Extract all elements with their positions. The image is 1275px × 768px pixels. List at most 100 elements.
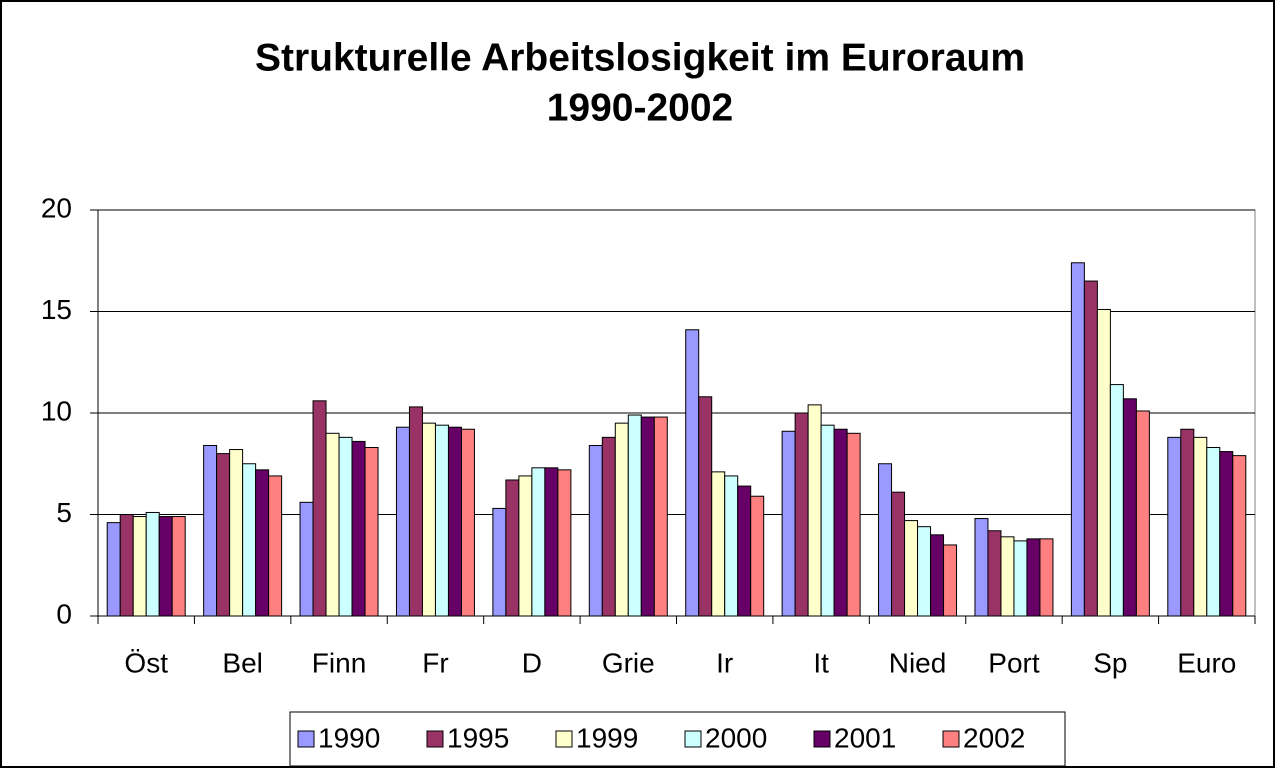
bar: [255, 469, 270, 617]
bar: [203, 444, 218, 617]
bar: [518, 475, 533, 617]
x-tick-label: Sp: [1093, 647, 1127, 678]
bar: [395, 426, 410, 617]
chart-title: Strukturelle Arbeitslosigkeit im Eurorau…: [255, 36, 1025, 79]
legend-label: 2001: [834, 722, 896, 753]
bar: [145, 511, 160, 617]
x-tick-label: Port: [988, 647, 1040, 678]
bar: [531, 467, 546, 617]
bar: [698, 396, 713, 617]
y-tick-label: 20: [41, 192, 72, 223]
bar: [724, 475, 739, 617]
bar: [685, 329, 700, 617]
bar: [588, 444, 603, 617]
bar: [1013, 540, 1028, 617]
bar: [891, 491, 906, 617]
bar: [338, 436, 353, 617]
x-tick-label: It: [813, 647, 829, 678]
bar: [601, 436, 616, 617]
bar: [216, 453, 231, 617]
bar: [460, 428, 475, 617]
bar: [1135, 410, 1150, 617]
bar: [750, 495, 765, 617]
bar: [544, 467, 559, 617]
x-tick-label: Nied: [889, 647, 947, 678]
legend-swatch: [684, 730, 702, 748]
bar: [737, 485, 752, 617]
bar: [833, 428, 848, 617]
x-tick-label: Bel: [222, 647, 262, 678]
legend-box: [289, 711, 1066, 767]
bar: [807, 404, 822, 617]
x-tick-label: Öst: [124, 647, 168, 678]
bar: [614, 422, 629, 617]
legend-label: 1990: [318, 722, 380, 753]
bar: [557, 469, 572, 617]
bar: [711, 471, 726, 617]
legend-swatch: [555, 730, 573, 748]
bar: [505, 479, 520, 617]
x-tick-label: Finn: [312, 647, 366, 678]
legend-label: 2000: [705, 722, 767, 753]
bar: [930, 534, 945, 617]
y-tick-label: 15: [41, 294, 72, 325]
legend-swatch: [426, 730, 444, 748]
bar: [653, 416, 668, 617]
bar: [447, 426, 462, 617]
bar: [794, 412, 809, 617]
bar: [1039, 538, 1054, 617]
x-tick-label: Euro: [1177, 647, 1236, 678]
bar: [627, 414, 642, 617]
legend-label: 2002: [963, 722, 1025, 753]
bar: [268, 475, 283, 617]
bar: [171, 516, 186, 617]
bar: [434, 424, 449, 617]
bar: [878, 463, 893, 617]
bar: [242, 463, 257, 617]
bar: [408, 406, 423, 617]
bar: [1232, 455, 1247, 617]
bar: [492, 507, 507, 617]
legend-swatch: [813, 730, 831, 748]
bar: [1167, 436, 1182, 617]
x-tick-label: Ir: [716, 647, 733, 678]
x-tick-label: D: [522, 647, 542, 678]
bar: [1096, 308, 1111, 617]
y-tick-label: 5: [56, 497, 72, 528]
bar: [1070, 262, 1085, 617]
bar: [987, 530, 1002, 617]
bar: [1083, 280, 1098, 617]
bar: [158, 516, 173, 617]
bar: [1193, 436, 1208, 617]
bar: [781, 430, 796, 617]
bar: [820, 424, 835, 617]
bar: [1206, 447, 1221, 617]
legend-label: 1995: [447, 722, 509, 753]
x-tick-label: Grie: [602, 647, 655, 678]
chart-title: 1990-2002: [547, 86, 734, 129]
bar: [846, 432, 861, 617]
bar: [974, 518, 989, 617]
legend-swatch: [297, 730, 315, 748]
bar: [1026, 538, 1041, 617]
bar: [943, 544, 958, 617]
bar: [364, 447, 379, 617]
x-tick-label: Fr: [422, 647, 448, 678]
bar: [421, 422, 436, 617]
bar: [299, 501, 314, 617]
bar: [1180, 428, 1195, 617]
bar: [312, 400, 327, 617]
bar: [1122, 398, 1137, 617]
bar: [1109, 384, 1124, 617]
bar: [106, 522, 121, 617]
y-tick-label: 0: [56, 598, 72, 629]
y-tick-label: 10: [41, 395, 72, 426]
bar: [229, 449, 244, 617]
bar: [640, 416, 655, 617]
bar: [1000, 536, 1015, 617]
bar: [917, 526, 932, 617]
bar: [351, 440, 366, 617]
bar: [325, 432, 340, 617]
bar: [1219, 451, 1234, 617]
